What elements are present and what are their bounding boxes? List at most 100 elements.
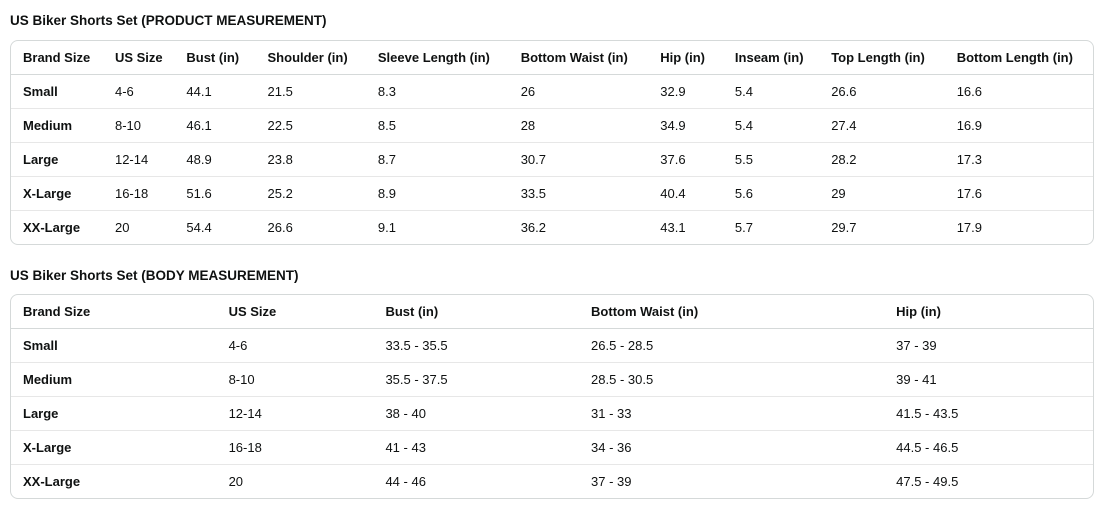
table-cell: 29.7 (831, 219, 857, 235)
table-cell: 35.5 - 37.5 (373, 362, 580, 398)
table-cell: 33.5 (508, 176, 649, 211)
table-cell: 5.4 (722, 74, 820, 109)
table-cell: 48.9 (174, 142, 256, 177)
table-header-cell: Bust (in) (373, 295, 580, 330)
table-cell: 8.3 (365, 74, 509, 109)
table-cell: 38 - 40 (373, 396, 580, 432)
table-cell: 44 - 46 (385, 474, 426, 490)
table-header-cell: Bottom Waist (in) (508, 40, 649, 75)
table-cell: 16.9 (944, 108, 1093, 143)
table-header-cell: Brand Size (11, 40, 103, 75)
table-header-cell: Bottom Length (in) (944, 40, 1093, 75)
table-cell: 39 - 41 (884, 362, 1093, 398)
table-row: X-Large 16-18 41 - 43 34 - 36 44.5 - 46.5 (11, 430, 1093, 466)
table-cell: 34.9 (648, 108, 723, 143)
table-cell: 46.1 (174, 108, 256, 143)
table-cell: Small (11, 74, 103, 109)
table-header-cell: Hip (in) (884, 295, 1093, 330)
table-header-cell: Hip (in) (648, 40, 723, 75)
table-cell: 16.6 (944, 74, 1093, 109)
table-header-row: Brand Size US Size Bust (in) Bottom Waist (… (11, 295, 1093, 330)
table-cell: 20 (114, 219, 130, 235)
table-cell: 28.5 - 30.5 (579, 362, 885, 398)
table-row: Medium 8-10 46.1 22.5 8.5 28 34.9 5.4 27.4 16.9 (11, 108, 1093, 143)
table-cell: Small (11, 328, 217, 364)
table-cell: 44.5 - 46.5 (884, 430, 1093, 466)
table-cell: 17.9 (956, 219, 983, 235)
table-cell: 40.4 (648, 176, 723, 211)
table-cell: 8.5 (365, 108, 509, 143)
table-header-cell: Brand Size (11, 295, 217, 330)
table-cell: 9.1 (377, 219, 396, 235)
table-cell: 41 - 43 (373, 430, 580, 466)
table-row: Small 4-6 33.5 - 35.5 26.5 - 28.5 37 - 39 (11, 328, 1093, 364)
body-measurement-title: US Biker Shorts Set (BODY MEASUREMENT) (10, 267, 299, 283)
table-row: Large 12-14 38 - 40 31 - 33 41.5 - 43.5 (11, 396, 1093, 432)
table-header-row: Brand Size US Size Bust (in) Shoulder (in) S… (11, 40, 1093, 75)
table-cell: 41.5 - 43.5 (884, 396, 1093, 432)
table-header-cell: US Size (216, 295, 374, 330)
table-cell: 28.2 (819, 142, 945, 177)
table-cell: 8.7 (365, 142, 509, 177)
table-header-cell: US Size (102, 40, 175, 75)
table-cell: 54.4 (186, 219, 212, 235)
table-row: Small 4-6 44.1 21.5 8.3 26 32.9 5.4 26.6 16.6 (11, 74, 1093, 109)
product-measurement-section: US Biker Shorts Set (PRODUCT MEASUREMENT… (10, 8, 1094, 245)
table-cell: 43.1 (660, 219, 686, 235)
table-cell: 31 - 33 (579, 396, 885, 432)
table-cell: 28 (508, 108, 649, 143)
table-cell: 47.5 - 49.5 (896, 474, 959, 490)
table-cell: 5.6 (722, 176, 820, 211)
body-measurement-table-container: Brand Size US Size Bust (in) Bottom Waist (… (10, 294, 1094, 500)
table-cell: 30.7 (508, 142, 649, 177)
table-cell: 20 (228, 474, 244, 490)
table-cell: 26.5 - 28.5 (579, 328, 885, 364)
table-header-cell: Bust (in) (174, 40, 256, 75)
table-cell: 26.6 (267, 219, 293, 235)
table-cell: 16-18 (102, 176, 175, 211)
table-cell: Large (11, 396, 217, 432)
table-cell: 25.2 (255, 176, 366, 211)
table-row: Large 12-14 48.9 23.8 8.7 30.7 37.6 5.5 28.2 17.3 (11, 142, 1093, 177)
table-header-cell: Shoulder (in) (255, 40, 366, 75)
table-cell: X-Large (11, 430, 217, 466)
table-cell: 4-6 (102, 74, 175, 109)
table-cell: 34 - 36 (579, 430, 885, 466)
table-row: X-Large 16-18 51.6 25.2 8.9 33.5 40.4 5.6 29 17.6 (11, 176, 1093, 211)
table-cell: 17.3 (944, 142, 1093, 177)
table-cell: XX-Large (23, 219, 81, 235)
table-cell: 21.5 (255, 74, 366, 109)
table-cell: 8-10 (102, 108, 175, 143)
table-cell: 22.5 (255, 108, 366, 143)
table-cell: Large (11, 142, 103, 177)
table-cell: 17.6 (944, 176, 1093, 211)
table-cell: 23.8 (255, 142, 366, 177)
table-cell: 51.6 (174, 176, 256, 211)
table-row: Medium 8-10 35.5 - 37.5 28.5 - 30.5 39 - 41 (11, 362, 1093, 398)
table-cell: 36.2 (520, 219, 546, 235)
table-row: XX-Large 20 54.4 26.6 9.1 36.2 43.1 5.7 29.7 17.9 (11, 210, 1093, 244)
product-measurement-table-container: Brand Size US Size Bust (in) Shoulder (in) S… (10, 39, 1094, 245)
table-cell: 44.1 (174, 74, 256, 109)
table-header-cell: Bottom Waist (in) (579, 295, 885, 330)
table-cell: X-Large (11, 176, 103, 211)
table-cell: 12-14 (216, 396, 374, 432)
table-header-cell: Top Length (in) (819, 40, 945, 75)
body-measurement-table: Brand Size US Size Bust (in) Bottom Waist (… (11, 295, 1093, 498)
body-measurement-section: US Biker Shorts Set (BODY MEASUREMENT) B… (10, 263, 1094, 500)
table-cell: 27.4 (819, 108, 945, 143)
table-header-cell: Inseam (in) (722, 40, 820, 75)
table-cell: 12-14 (102, 142, 175, 177)
table-cell: 37.6 (648, 142, 723, 177)
table-cell: 26 (508, 74, 649, 109)
table-cell: 5.7 (734, 219, 753, 235)
product-measurement-table: Brand Size US Size Bust (in) Shoulder (in) S… (11, 40, 1093, 244)
table-cell: 33.5 - 35.5 (373, 328, 580, 364)
table-cell: 4-6 (216, 328, 374, 364)
table-cell: 5.4 (722, 108, 820, 143)
table-row: XX-Large 20 44 - 46 37 - 39 47.5 - 49.5 (11, 465, 1093, 499)
product-measurement-title: US Biker Shorts Set (PRODUCT MEASUREMENT… (10, 13, 327, 28)
table-cell: 37 - 39 (884, 328, 1093, 364)
table-cell: Medium (11, 108, 103, 143)
table-cell: 37 - 39 (591, 474, 632, 490)
